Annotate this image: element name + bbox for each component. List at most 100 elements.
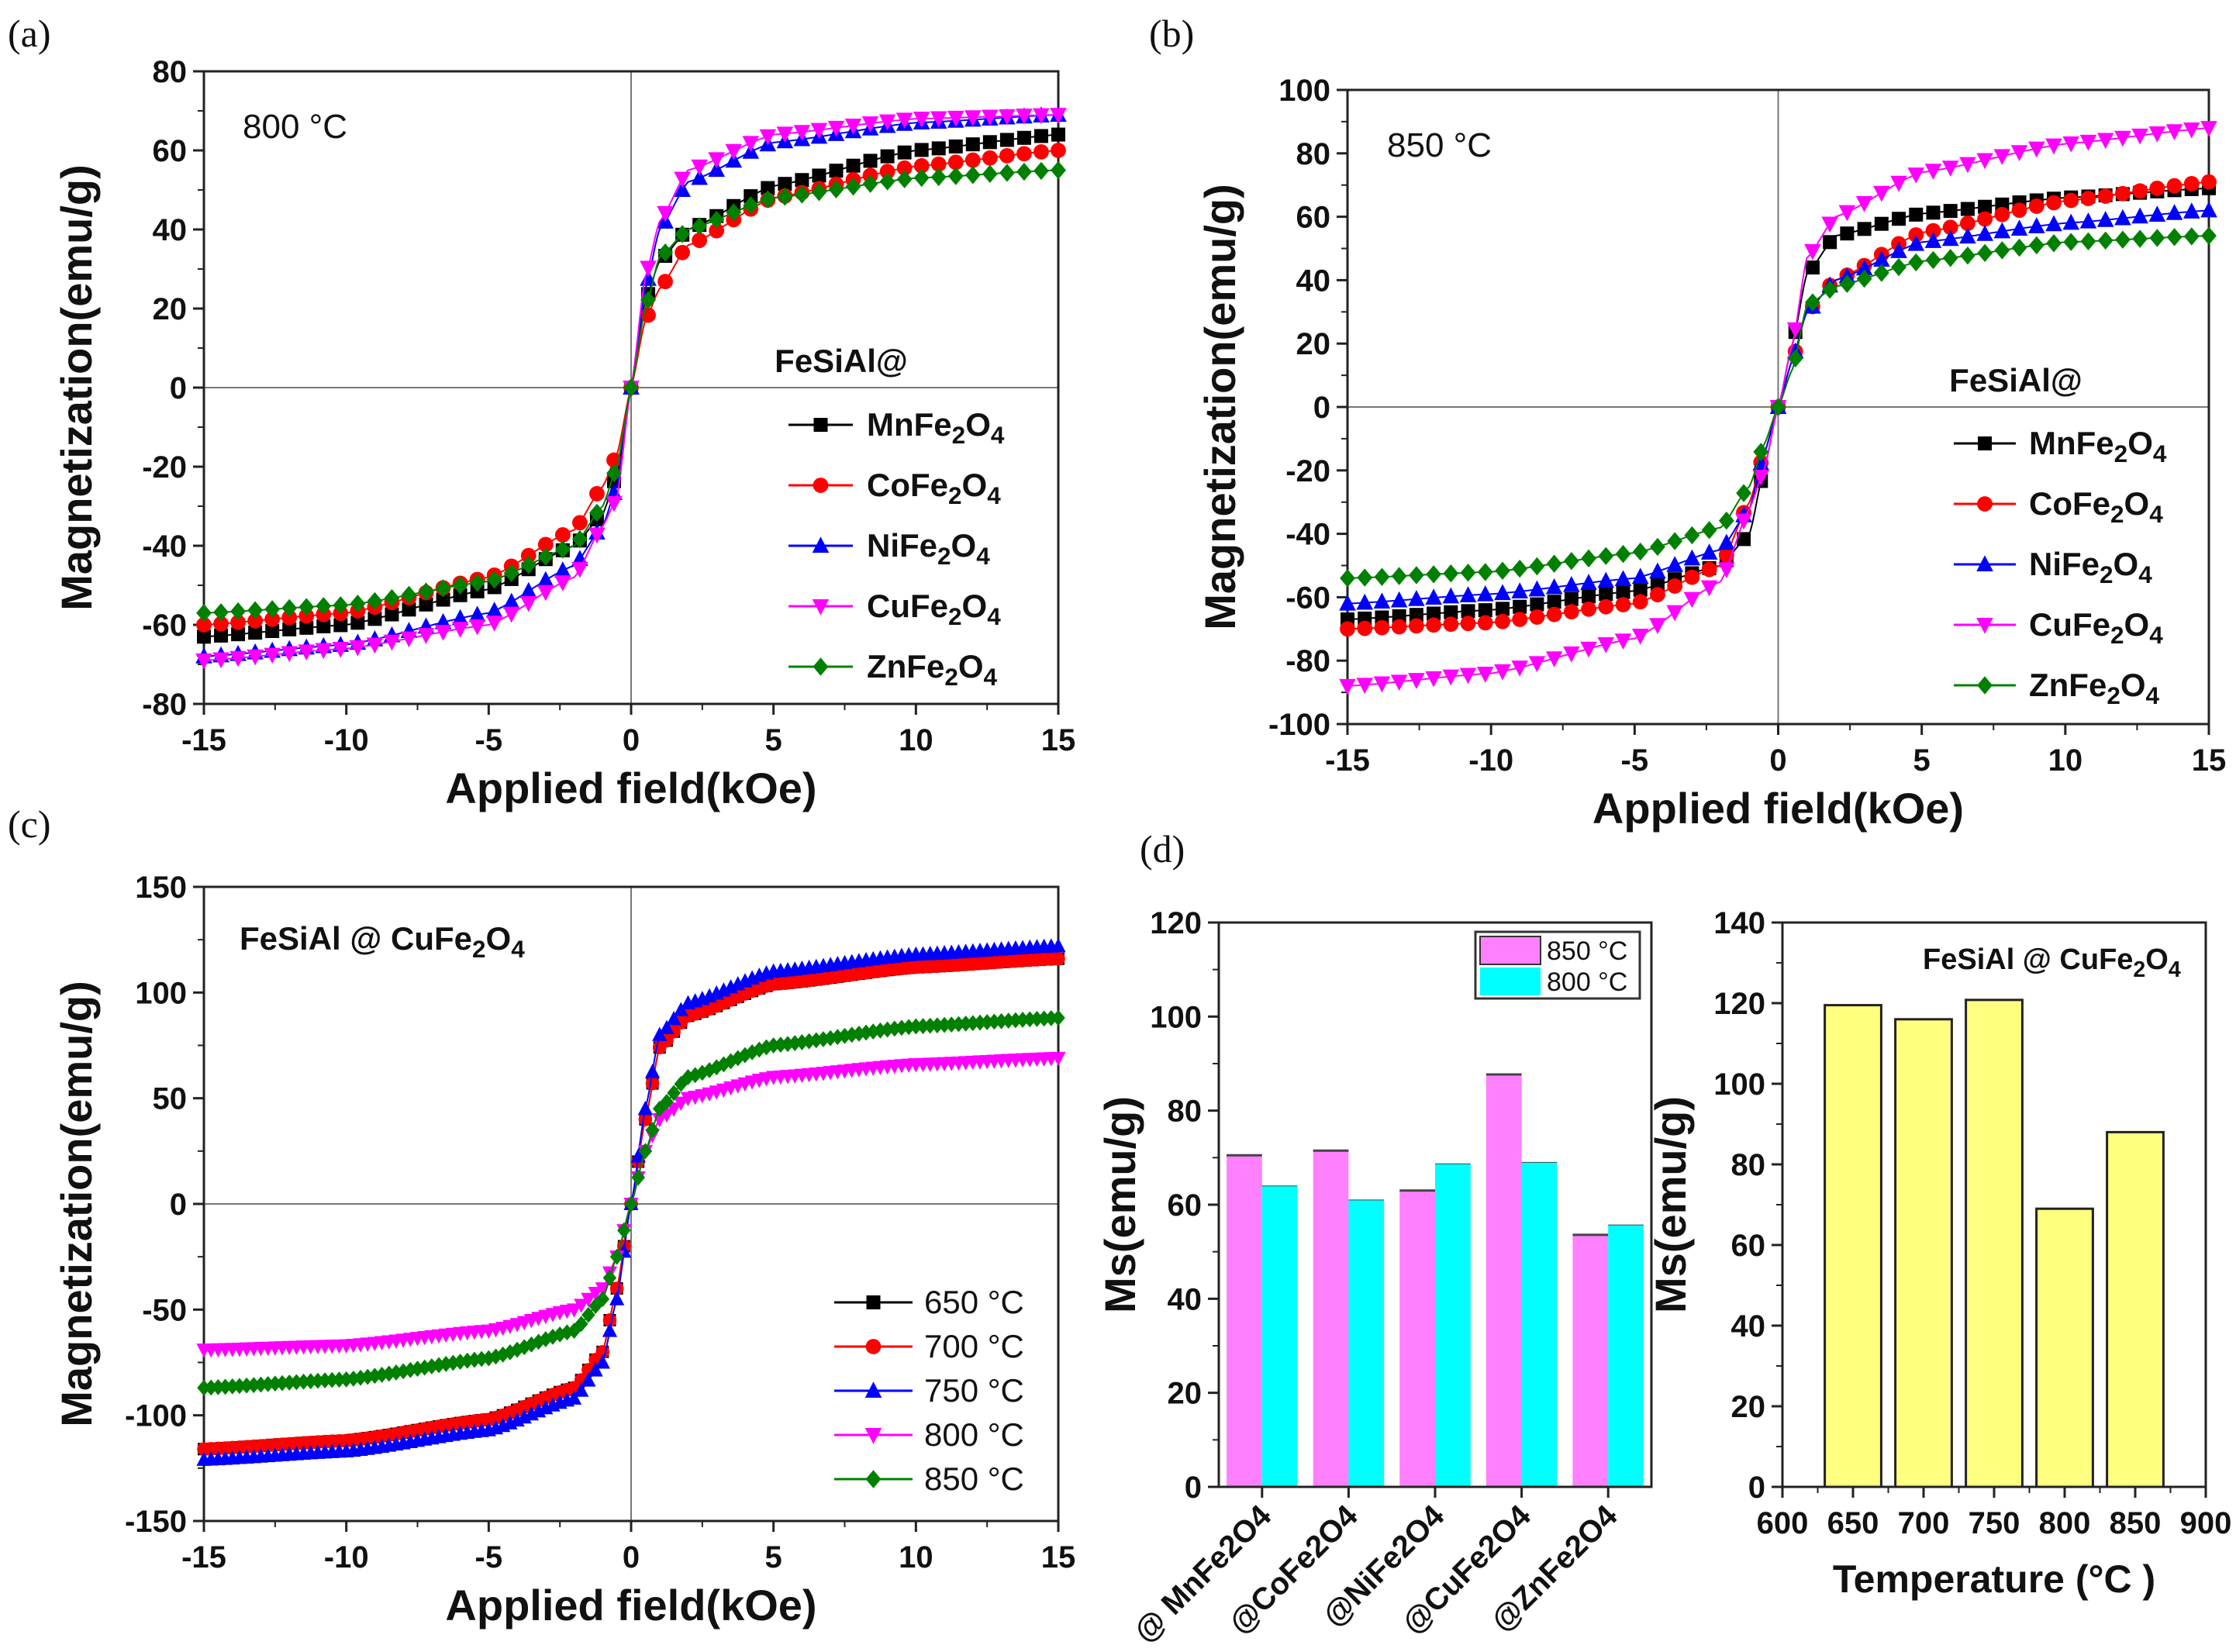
- triangle-down-marker: [1838, 205, 1856, 222]
- diamond-marker: [1408, 566, 1424, 585]
- triangle-up-marker: [1563, 575, 1580, 592]
- circle-marker: [1408, 618, 1424, 634]
- circle-marker: [1925, 222, 1941, 239]
- y-tick-label: 100: [1278, 74, 1330, 108]
- diamond-marker: [865, 1470, 882, 1488]
- diamond-marker: [574, 1316, 588, 1333]
- triangle-down-marker: [1597, 637, 1615, 654]
- circle-marker: [865, 1339, 882, 1354]
- annotation: 800 °C: [243, 108, 347, 146]
- y-axis-title: Magnetization(emu/g): [52, 981, 101, 1427]
- x-tick-label: -10: [1468, 743, 1513, 778]
- triangle-down-marker: [247, 649, 264, 666]
- diamond-marker: [240, 1377, 254, 1394]
- y-tick-label: 60: [153, 134, 188, 168]
- triangle-down-marker: [1718, 562, 1735, 578]
- triangle-up-marker: [2183, 202, 2200, 219]
- legend-label: CoFe2O4: [2029, 485, 2163, 528]
- triangle-down-marker: [1373, 676, 1391, 693]
- triangle-down-marker: [606, 495, 623, 512]
- circle-marker: [1426, 617, 1441, 633]
- triangle-down-marker: [913, 112, 930, 128]
- y-axis-title: Ms(emu/g): [1096, 1096, 1144, 1313]
- triangle-down-marker: [759, 129, 777, 146]
- triangle-down-marker: [1511, 660, 1528, 677]
- triangle-up-marker: [485, 602, 503, 618]
- triangle-down-marker: [1442, 669, 1460, 686]
- diamond-marker: [1908, 253, 1924, 272]
- series-850C: [197, 1009, 1065, 1396]
- legend-label: NiFe2O4: [2029, 546, 2152, 588]
- triangle-up-marker: [537, 571, 554, 588]
- square-marker: [1857, 222, 1872, 236]
- panel-label: (d): [1140, 827, 1185, 871]
- triangle-down-marker: [640, 260, 657, 278]
- triangle-down-marker: [1356, 678, 1374, 695]
- square-marker: [1633, 582, 1648, 597]
- bar: [2035, 1207, 2094, 1488]
- y-tick-label: -50: [142, 1293, 187, 1327]
- diamond-marker: [2011, 238, 2027, 257]
- triangle-down-marker: [844, 118, 862, 135]
- circle-marker: [1615, 597, 1631, 612]
- triangle-down-marker: [264, 647, 281, 664]
- circle-marker: [709, 222, 725, 239]
- legend-label: 850 °C: [924, 1461, 1024, 1497]
- y-tick-label: 20: [153, 292, 188, 326]
- triangle-up-marker: [1700, 543, 1718, 560]
- diamond-marker: [247, 1377, 261, 1394]
- diamond-marker: [435, 579, 451, 598]
- diamond-marker: [213, 603, 229, 622]
- circle-marker: [913, 157, 930, 174]
- circle-marker: [2097, 188, 2114, 204]
- diamond-marker: [994, 1012, 1009, 1029]
- x-tick-label: 10: [899, 723, 933, 757]
- x-tick-label: 5: [765, 723, 782, 757]
- square-marker: [1616, 585, 1630, 599]
- bar-panel-d-left: (d)@ MnFe2O4@CoFe2O4@NiFe2O4@CuFe2O4@ZnF…: [1096, 827, 1653, 1649]
- triangle-up-marker: [1597, 571, 1615, 588]
- circle-marker: [2149, 180, 2165, 196]
- circle-marker: [264, 611, 281, 627]
- triangle-up-marker: [1993, 222, 2011, 239]
- triangle-up-marker: [637, 1100, 653, 1116]
- triangle-up-marker: [595, 1354, 610, 1369]
- diamond-marker: [1960, 246, 1975, 265]
- triangle-up-marker: [1855, 259, 1873, 276]
- circle-marker: [1563, 604, 1579, 620]
- diamond-marker: [452, 576, 468, 595]
- hysteresis-panel-b: (b) -100 -80 -60 -40 -20 0 20 40 60 80 100 -15 -10 -5 0…: [1149, 12, 2226, 833]
- diamond-marker: [760, 190, 776, 209]
- y-tick-label: 60: [1731, 1229, 1766, 1263]
- diamond-marker: [1667, 532, 1683, 550]
- bar: [1435, 1164, 1471, 1487]
- square-marker: [1960, 202, 1975, 216]
- diamond-marker: [282, 1374, 296, 1391]
- square-marker: [1547, 595, 1561, 609]
- triangle-down-marker: [827, 120, 845, 137]
- diamond-marker: [595, 1291, 610, 1308]
- diamond-marker: [503, 1343, 517, 1361]
- triangle-down-marker: [982, 109, 999, 126]
- bar: [2106, 1130, 2165, 1488]
- square-marker: [846, 158, 861, 173]
- bar: [1348, 1199, 1385, 1487]
- square-marker: [1805, 260, 1820, 275]
- x-tick-label: 750: [1969, 1506, 2020, 1540]
- triangle-down-marker: [571, 561, 588, 578]
- diamond-marker: [1736, 484, 1751, 502]
- circle-marker: [964, 152, 981, 168]
- diamond-marker: [944, 1016, 959, 1033]
- triangle-down-marker: [2096, 133, 2114, 150]
- circle-marker: [1598, 598, 1614, 615]
- y-tick-label: 0: [170, 371, 187, 405]
- diamond-marker: [410, 1361, 425, 1378]
- circle-marker: [1033, 143, 1049, 160]
- diamond-marker: [197, 1379, 211, 1396]
- x-tick-label: -5: [1621, 743, 1649, 778]
- diamond-marker: [1033, 161, 1049, 181]
- square-marker: [367, 612, 382, 626]
- diamond-marker: [1037, 1010, 1051, 1027]
- diamond-marker: [811, 183, 827, 202]
- diamond-marker: [916, 1018, 930, 1034]
